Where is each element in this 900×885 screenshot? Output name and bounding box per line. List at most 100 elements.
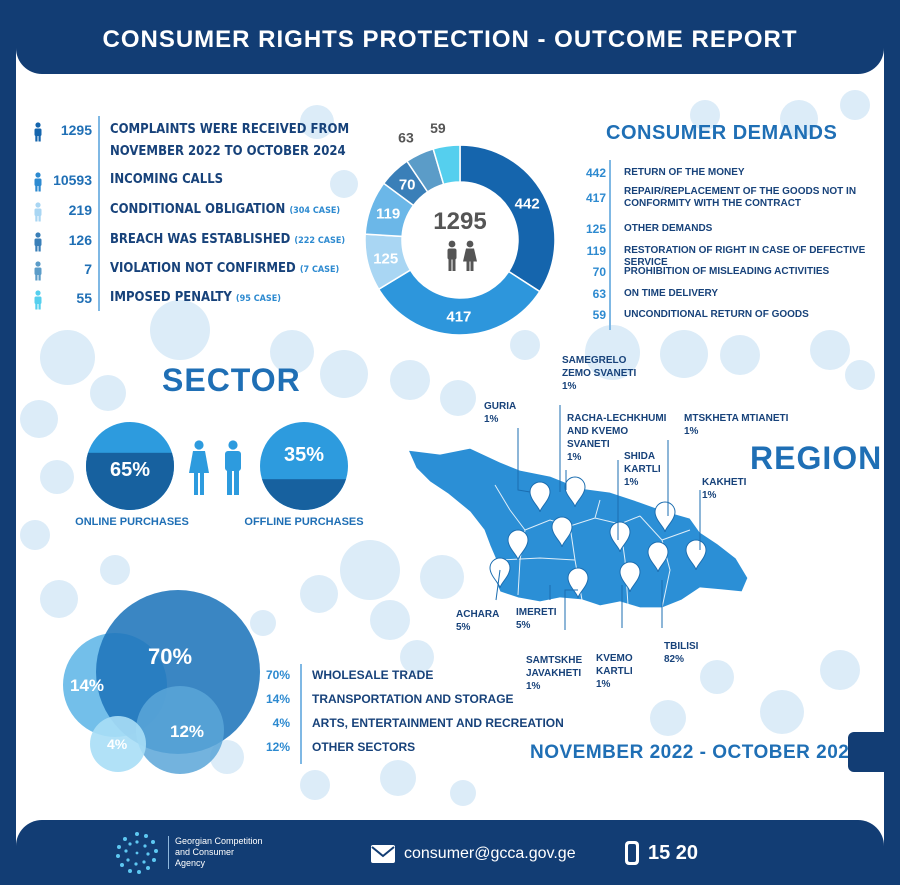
consumer-demands-title: CONSUMER DEMANDS bbox=[606, 122, 838, 144]
bubble-wholesale: 70% bbox=[148, 644, 193, 669]
gcca-logo bbox=[116, 832, 158, 874]
page-title: CONSUMER RIGHTS PROTECTION - OUTCOME REP… bbox=[102, 26, 798, 53]
donut-slice-label: 125 bbox=[373, 250, 398, 267]
org-name: Georgian Competition and Consumer Agency bbox=[168, 836, 263, 869]
region-label-samegrelo: SAMEGRELO ZEMO SVANETI 1% bbox=[562, 355, 637, 392]
donut-slice-label: 119 bbox=[376, 206, 400, 223]
stat-label: CONDITIONAL OBLIGATION bbox=[110, 202, 286, 217]
person-icon bbox=[34, 290, 42, 310]
offline-purchases-label: OFFLINE PURCHASES bbox=[244, 516, 364, 528]
online-purchases-circle bbox=[86, 422, 174, 510]
donut-slice-label: 442 bbox=[515, 195, 540, 212]
region-title: REGION bbox=[750, 440, 883, 476]
person-icon bbox=[34, 172, 42, 192]
region-label-samtskhe: SAMTSKHE JAVAKHETI 1% bbox=[526, 655, 583, 692]
demand-number: 63 bbox=[592, 287, 606, 301]
female-icon bbox=[189, 440, 209, 495]
stats-list: 1295 COMPLAINTS WERE RECEIVED FROM NOVEM… bbox=[30, 116, 360, 316]
donut-slice-label: 63 bbox=[398, 130, 414, 146]
person-icon bbox=[34, 232, 42, 252]
region-label-shida: SHIDA KARTLI 1% bbox=[624, 451, 661, 488]
region-label-racha: RACHA-LECHKHUMI AND KVEMO SVANETI 1% bbox=[567, 413, 667, 463]
demand-number: 442 bbox=[585, 166, 606, 180]
mail-icon bbox=[371, 845, 395, 863]
sector-label: TRANSPORTATION AND STORAGE bbox=[312, 692, 514, 706]
phone-icon bbox=[625, 841, 639, 865]
stat-number: 219 bbox=[68, 202, 92, 218]
donut-center-total: 1295 bbox=[433, 208, 487, 235]
stat-note: (222 CASE) bbox=[294, 236, 346, 246]
offline-percentage: 35% bbox=[283, 444, 325, 466]
person-icon bbox=[34, 261, 42, 281]
sector-percent: 12% bbox=[265, 740, 290, 754]
header-bar bbox=[16, 0, 884, 74]
left-frame bbox=[0, 0, 16, 885]
stat-label: COMPLAINTS WERE RECEIVED FROM bbox=[110, 122, 350, 137]
demand-label: RESTORATION OF RIGHT IN CASE OF DEFECTIV… bbox=[624, 245, 866, 268]
donut-slice bbox=[459, 144, 556, 293]
online-purchases-label: ONLINE PURCHASES bbox=[75, 516, 189, 528]
region-label-guria: GURIA 1% bbox=[484, 401, 517, 425]
bubble-arts: 4% bbox=[107, 736, 128, 752]
demands-donut-chart: 442 417 125 119 70 63 59 bbox=[364, 120, 556, 336]
online-percentage: 65% bbox=[109, 459, 151, 481]
region-label-kvemo: KVEMO KARTLI 1% bbox=[596, 653, 633, 690]
bubble-other: 12% bbox=[170, 722, 205, 741]
stat-note: (304 CASE) bbox=[289, 206, 341, 216]
georgia-map bbox=[407, 447, 749, 609]
stat-number: 1295 bbox=[60, 122, 92, 138]
sector-label: WHOLESALE TRADE bbox=[312, 668, 434, 682]
demand-label: OTHER DEMANDS bbox=[624, 223, 713, 234]
demand-label: PROHIBITION OF MISLEADING ACTIVITIES bbox=[624, 266, 830, 277]
demand-label: REPAIR/REPLACEMENT OF THE GOODS NOT IN C… bbox=[624, 186, 857, 209]
demand-number: 70 bbox=[592, 265, 606, 279]
stat-number: 10593 bbox=[53, 172, 92, 188]
region-leader-lines bbox=[495, 405, 701, 630]
sector-percent: 14% bbox=[265, 692, 290, 706]
demand-number: 417 bbox=[585, 191, 606, 205]
region-label-mtskheta: MTSKHETA MTIANETI 1% bbox=[684, 413, 789, 437]
region-label-achara: ACHARA 5% bbox=[456, 609, 500, 633]
donut-slice-label: 70 bbox=[399, 177, 416, 194]
donut-slice-label: 59 bbox=[430, 120, 446, 136]
donut-slice bbox=[432, 144, 461, 186]
bubble-transport: 14% bbox=[70, 676, 105, 695]
donut-slice-label: 417 bbox=[446, 308, 471, 325]
demand-label: UNCONDITIONAL RETURN OF GOODS bbox=[624, 309, 809, 320]
stat-label: INCOMING CALLS bbox=[110, 172, 224, 187]
couple-icon bbox=[447, 240, 477, 271]
stat-number: 126 bbox=[68, 232, 92, 248]
demand-number: 125 bbox=[585, 222, 606, 236]
sector-label: OTHER SECTORS bbox=[312, 740, 416, 754]
stat-note: (7 CASE) bbox=[299, 265, 340, 275]
footer-bar bbox=[16, 820, 884, 885]
stat-label: IMPOSED PENALTY bbox=[110, 290, 232, 305]
person-icon bbox=[34, 122, 42, 142]
region-label-imereti: IMERETI 5% bbox=[516, 607, 557, 631]
offline-purchases-circle bbox=[260, 422, 348, 510]
stat-number: 55 bbox=[76, 290, 92, 306]
stat-note: (95 CASE) bbox=[235, 294, 281, 304]
stat-label: BREACH WAS ESTABLISHED bbox=[110, 232, 291, 247]
sector-percent: 70% bbox=[265, 668, 290, 682]
sector-percent: 4% bbox=[272, 716, 290, 730]
contact-email[interactable]: consumer@gcca.gov.ge bbox=[404, 845, 576, 862]
sector-title: SECTOR bbox=[162, 362, 301, 398]
stat-label: VIOLATION NOT CONFIRMED bbox=[110, 261, 296, 276]
donut-slice bbox=[377, 269, 541, 336]
hotline-number[interactable]: 15 20 bbox=[648, 842, 699, 864]
stat-label-line2: NOVEMBER 2022 TO OCTOBER 2024 bbox=[110, 144, 346, 159]
sector-label: ARTS, ENTERTAINMENT AND RECREATION bbox=[312, 716, 564, 730]
region-label-tbilisi: TBILISI 82% bbox=[664, 641, 699, 665]
stat-number: 7 bbox=[84, 261, 92, 277]
demand-label: ON TIME DELIVERY bbox=[624, 288, 719, 299]
demand-number: 59 bbox=[592, 308, 606, 322]
sector-bubbles bbox=[63, 590, 260, 774]
right-frame bbox=[884, 0, 900, 885]
male-icon bbox=[225, 440, 241, 495]
demand-label: RETURN OF THE MONEY bbox=[624, 167, 745, 178]
report-period: NOVEMBER 2022 - OCTOBER 2024 bbox=[530, 742, 861, 763]
demand-number: 119 bbox=[586, 244, 606, 258]
region-label-kakheti: KAKHETI 1% bbox=[702, 477, 747, 501]
side-tab bbox=[848, 732, 884, 772]
